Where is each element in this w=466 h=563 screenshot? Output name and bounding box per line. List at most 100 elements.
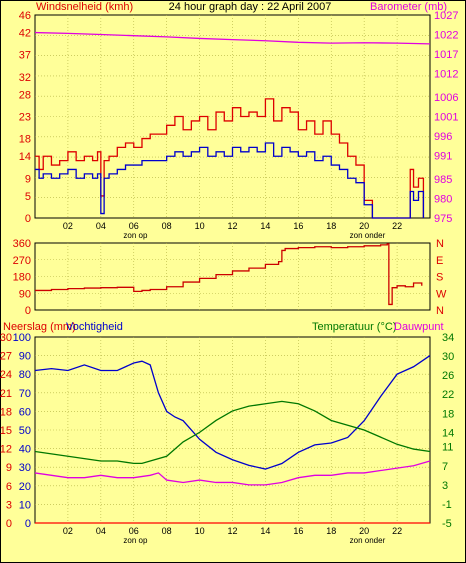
wind-x-tick-label: 20 xyxy=(359,221,369,231)
humidity-series xyxy=(34,355,431,470)
humidity-tick-label: 40 xyxy=(19,444,31,456)
temperature-series xyxy=(34,400,431,465)
wind-tick-label: 32 xyxy=(19,72,31,84)
direction-tick-label: 360 xyxy=(13,238,31,250)
wind-x-tick-label: 18 xyxy=(326,221,336,231)
wind-sunset-label: zon onder xyxy=(350,231,386,240)
humidity-x-tick-label: 14 xyxy=(260,526,270,536)
barometer-tick-label: 1017 xyxy=(434,49,458,61)
direction-compass-label: E xyxy=(436,255,443,267)
dewpoint-axis-label: Dauwpunt xyxy=(394,321,444,333)
humidity-tick-label: 50 xyxy=(19,425,31,437)
temperature-tick-label: 30 xyxy=(442,351,454,363)
humidity-tick-label: 30 xyxy=(19,462,31,474)
rain-tick-label: 9 xyxy=(6,462,12,474)
humidity-x-tick-label: 18 xyxy=(326,526,336,536)
direction-series xyxy=(35,243,423,306)
humidity-tick-label: 0 xyxy=(25,518,31,530)
wind-x-tick-label: 22 xyxy=(392,221,402,231)
direction-compass-label: S xyxy=(436,272,443,284)
dewpoint-series xyxy=(34,460,431,486)
wind-tick-label: 14 xyxy=(19,151,31,163)
temperature-axis-label: Temperatuur (°C) xyxy=(312,321,396,333)
barometer-tick-label: 975 xyxy=(434,213,452,225)
wind-tick-label: 28 xyxy=(19,89,31,101)
direction-compass-label: W xyxy=(436,288,447,300)
wind-x-tick-label: 06 xyxy=(129,221,139,231)
rain-tick-label: 3 xyxy=(6,499,12,511)
humidity-sunrise-label: zon op xyxy=(123,536,148,545)
direction-tick-label: 0 xyxy=(25,305,31,317)
wind-x-tick-label: 04 xyxy=(96,221,106,231)
humidity-x-tick-label: 20 xyxy=(359,526,369,536)
rain-tick-label: 27 xyxy=(0,351,12,363)
humidity-axis-label-outer: Neerslag (mm) xyxy=(3,321,76,333)
barometer-tick-label: 996 xyxy=(434,131,452,143)
wind-tick-label: 42 xyxy=(19,28,31,40)
humidity-tick-label: 90 xyxy=(19,351,31,363)
direction-compass-label: N xyxy=(436,238,444,250)
wind-tick-label: 37 xyxy=(19,50,31,62)
humidity-x-tick-label: 06 xyxy=(129,526,139,536)
direction-tick-label: 180 xyxy=(13,272,31,284)
rain-tick-label: 0 xyxy=(6,518,12,530)
wind-tick-label: 18 xyxy=(19,134,31,146)
direction-compass-label: N xyxy=(436,305,444,317)
wind_max-series xyxy=(35,98,425,219)
temperature-tick-label: -1 xyxy=(442,499,452,511)
rain-tick-label: 30 xyxy=(0,332,12,344)
humidity-x-tick-label: 02 xyxy=(63,526,73,536)
humidity-x-tick-label: 22 xyxy=(392,526,402,536)
temperature-tick-label: 34 xyxy=(442,332,454,344)
rain-tick-label: 15 xyxy=(0,425,12,437)
wind_avg-series xyxy=(35,142,425,219)
humidity-x-tick-label: 12 xyxy=(227,526,237,536)
temperature-tick-label: 18 xyxy=(442,408,454,420)
barometer-tick-label: 980 xyxy=(434,193,452,205)
barometer-tick-label: 1001 xyxy=(434,112,458,124)
wind-tick-label: 9 xyxy=(25,173,31,185)
humidity-tick-label: 80 xyxy=(19,369,31,381)
wind-x-tick-label: 12 xyxy=(227,221,237,231)
rain-tick-label: 18 xyxy=(0,406,12,418)
wind-tick-label: 5 xyxy=(25,191,31,203)
temperature-tick-label: -5 xyxy=(442,518,452,530)
rain-tick-label: 24 xyxy=(0,369,12,381)
wind-x-tick-label: 08 xyxy=(162,221,172,231)
wind-sunrise-label: zon op xyxy=(123,231,148,240)
direction-tick-label: 90 xyxy=(19,288,31,300)
temperature-tick-label: 11 xyxy=(442,442,453,454)
humidity-tick-label: 60 xyxy=(19,406,31,418)
direction-tick-label: 270 xyxy=(13,255,31,267)
wind-tick-label: 46 xyxy=(19,10,31,22)
wind-tick-label: 0 xyxy=(25,213,31,225)
temperature-tick-label: 22 xyxy=(442,389,454,401)
barometer-tick-label: 1006 xyxy=(434,92,458,104)
barometer-series xyxy=(34,31,431,45)
humidity-tick-label: 70 xyxy=(19,388,31,400)
humidity-sunset-label: zon onder xyxy=(350,536,386,545)
wind-axis-label: Windsnelheid (kmh) xyxy=(36,1,133,13)
wind-x-tick-label: 02 xyxy=(63,221,73,231)
humidity-tick-label: 100 xyxy=(13,332,31,344)
temperature-tick-label: 7 xyxy=(442,461,448,473)
humidity-x-tick-label: 08 xyxy=(162,526,172,536)
humidity-axis-label-inner: Vochtigheid xyxy=(66,321,123,333)
wind-tick-label: 23 xyxy=(19,112,31,124)
barometer-tick-label: 1027 xyxy=(434,10,458,22)
humidity-tick-label: 20 xyxy=(19,481,31,493)
barometer-tick-label: 1022 xyxy=(434,30,458,42)
chart-title: 24 hour graph day : 22 April 2007 xyxy=(169,1,332,13)
temperature-tick-label: 14 xyxy=(442,427,454,439)
barometer-tick-label: 991 xyxy=(434,151,452,163)
humidity-x-tick-label: 10 xyxy=(195,526,205,536)
humidity-x-tick-label: 16 xyxy=(293,526,303,536)
wind-x-tick-label: 10 xyxy=(195,221,205,231)
wind-x-tick-label: 16 xyxy=(293,221,303,231)
rain-tick-label: 12 xyxy=(0,444,12,456)
humidity-tick-label: 10 xyxy=(19,499,31,511)
barometer-axis-label: Barometer (mb) xyxy=(370,1,447,13)
temperature-tick-label: 3 xyxy=(442,480,448,492)
humidity-x-tick-label: 04 xyxy=(96,526,106,536)
